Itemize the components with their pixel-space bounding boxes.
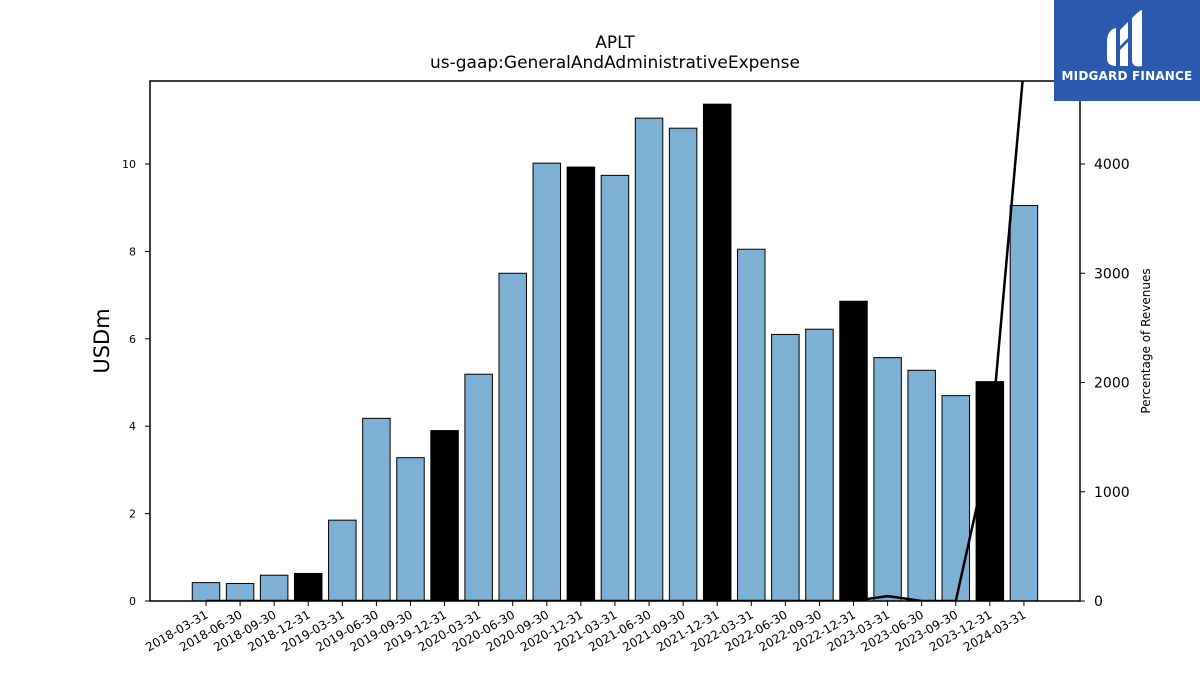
chart-subtitle: us-gaap:GeneralAndAdministrativeExpense xyxy=(430,53,800,73)
midgard-logo-icon xyxy=(1107,10,1142,67)
bar-2021-12-31 xyxy=(702,103,732,602)
bar-2018-09-30 xyxy=(259,574,289,602)
y-tick-label: 0 xyxy=(129,595,136,608)
y-tick-label: 4 xyxy=(129,420,136,433)
bar-2023-09-30 xyxy=(941,395,971,602)
bar-2021-03-31 xyxy=(600,174,630,602)
bar-2024-03-31 xyxy=(1009,205,1039,602)
bar-2020-12-31 xyxy=(566,166,596,602)
y2-tick-label: 0 xyxy=(1094,594,1103,610)
bar-group xyxy=(191,103,1039,602)
bar-2022-12-31 xyxy=(839,300,868,602)
bar-2022-03-31 xyxy=(737,248,766,602)
y-tick-label: 10 xyxy=(122,158,136,171)
bar-2020-09-30 xyxy=(532,162,562,602)
bar-2023-03-31 xyxy=(873,357,902,602)
bar-2018-06-30 xyxy=(225,583,255,602)
line-layer xyxy=(206,81,1024,601)
y-tick-label: 2 xyxy=(129,508,136,521)
bar-2022-06-30 xyxy=(771,333,800,602)
bar-2019-12-31 xyxy=(430,430,459,602)
bar-2019-09-30 xyxy=(396,457,425,602)
y2-tick-label: 2000 xyxy=(1094,376,1130,392)
y2-axis-label: Percentage of Revenues xyxy=(1139,268,1153,413)
bar-2019-06-30 xyxy=(362,417,391,602)
bar-2020-03-31 xyxy=(464,373,493,602)
y2-tick-label: 1000 xyxy=(1094,485,1130,501)
bar-2021-09-30 xyxy=(668,127,698,602)
bar-2018-03-31 xyxy=(191,582,221,602)
bar-2019-03-31 xyxy=(328,519,357,602)
percentage-of-revenues-line xyxy=(206,81,1024,601)
brand-name: MIDGARD FINANCE xyxy=(1061,69,1193,83)
bar-2023-06-30 xyxy=(907,369,936,602)
bar-2020-06-30 xyxy=(498,272,527,602)
y-tick-label: 8 xyxy=(129,245,136,258)
y2-tick-label: 4000 xyxy=(1094,157,1130,173)
right-axis: 0 1000 2000 3000 4000 xyxy=(1080,157,1130,610)
y-tick-label: 6 xyxy=(129,333,136,346)
y2-tick-label: 3000 xyxy=(1094,266,1130,282)
y-axis-label: USDm xyxy=(90,308,114,373)
x-axis: 2018-03-312018-06-302018-09-302018-12-31… xyxy=(143,601,1028,654)
brand-logo: MIDGARD FINANCE xyxy=(1054,0,1200,101)
chart-title: APLT xyxy=(595,33,635,53)
bar-2018-12-31 xyxy=(293,572,323,602)
bar-2022-09-30 xyxy=(805,328,834,602)
bar-2021-06-30 xyxy=(634,117,664,602)
left-axis: 0 2 4 6 8 10 xyxy=(122,158,150,608)
